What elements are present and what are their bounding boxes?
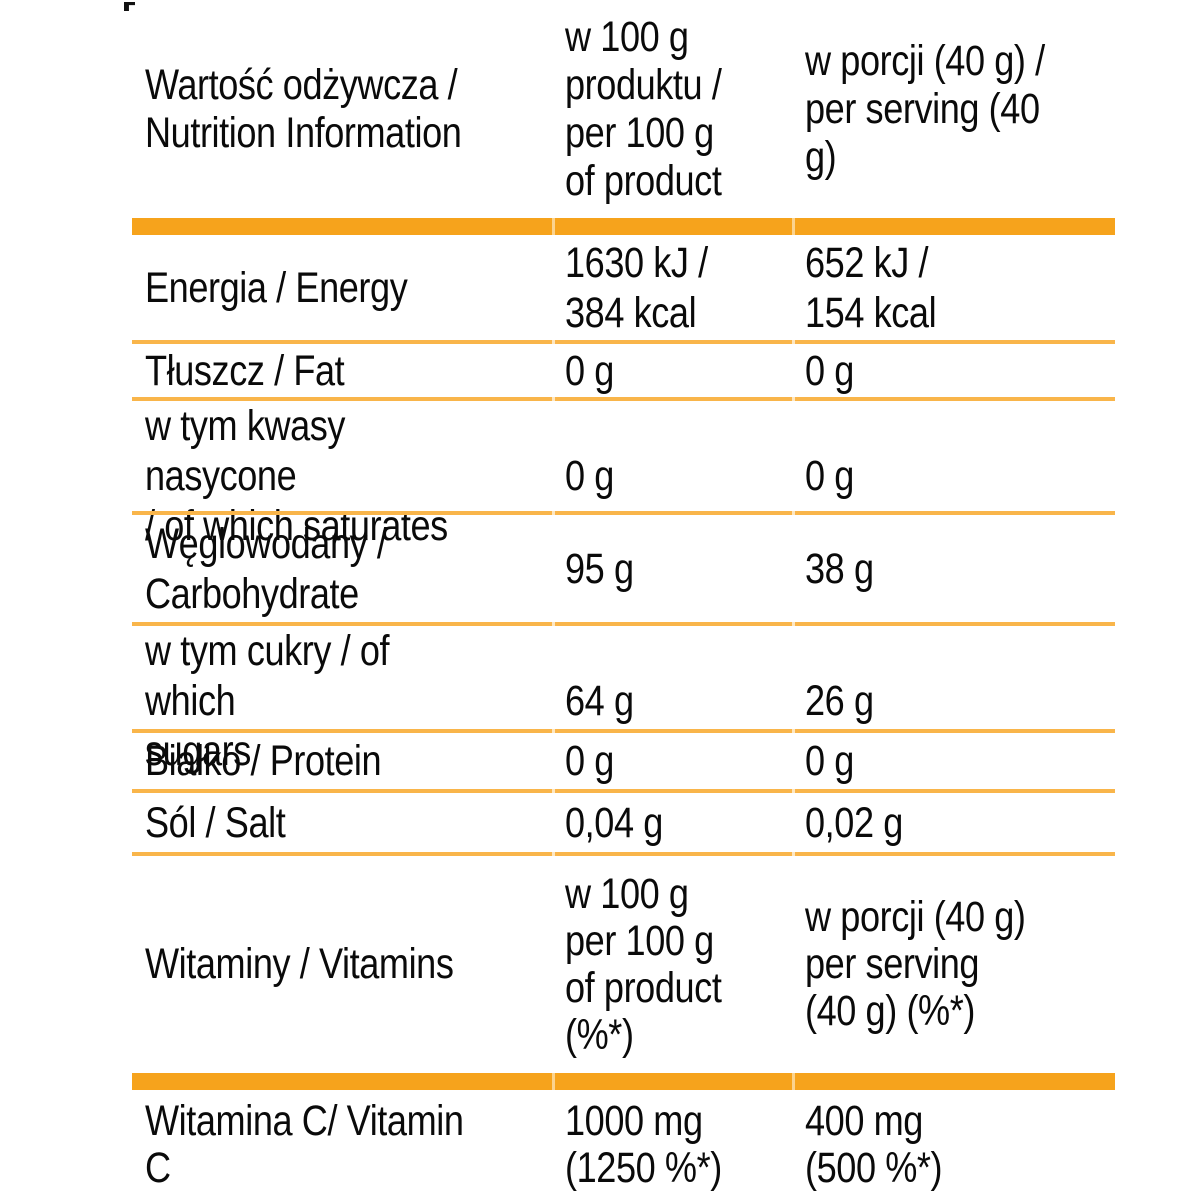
row-divider [132,789,1115,793]
table-row-salt: Sól / Salt 0,04 g 0,02 g [132,793,1115,852]
value-per-serving: 26 g [792,626,1115,776]
row-divider [132,397,1115,401]
column-divider-tick [792,340,795,344]
value-per-serving-text: 652 kJ / 154 kcal [805,238,937,337]
column-divider-tick [792,397,795,401]
header-per-100g: w 100 g produktu / per 100 g of product [552,0,792,218]
value-per-serving: 652 kJ / 154 kcal [792,235,1115,340]
value-per-100g-text: 1000 mg (1250 %*) [565,1097,722,1192]
row-divider [132,340,1115,344]
table-row-energy: Energia / Energy 1630 kJ / 384 kcal 652 … [132,235,1115,340]
value-per-100g: 1000 mg (1250 %*) [552,1090,792,1200]
value-per-serving: w porcji (40 g) per serving (40 g) (%*) [792,856,1115,1073]
header-per-100g-text: w 100 g produktu / per 100 g of product [565,13,722,205]
column-divider-tick [792,511,795,515]
header-per-serving: w porcji (40 g) / per serving (40 g) [792,0,1115,218]
column-divider-tick [552,397,555,401]
column-divider-tick [792,852,795,856]
value-per-100g-text: 0,04 g [565,798,663,847]
row-label: Sól / Salt [132,793,552,852]
row-label-text: w tym cukry / of which sugars [145,627,390,775]
column-divider-tick [552,789,555,793]
row-label-text: Tłuszcz / Fat [145,346,345,395]
row-label: Białko / Protein [132,733,552,789]
value-per-100g-text: 1630 kJ / 384 kcal [565,238,708,337]
table-row-saturates: w tym kwasy nasycone / of which saturate… [132,401,1115,550]
value-per-serving: 0 g [792,401,1115,551]
value-per-serving: 400 mg (500 %*) [792,1090,1115,1200]
row-divider [132,852,1115,856]
column-divider-tick [792,1073,795,1090]
nutrition-table: Wartość odżywcza / Nutrition Information… [132,0,1115,1200]
column-divider-tick [552,340,555,344]
value-per-serving: 0 g [792,344,1115,397]
table-row-vitamins-header: Witaminy / Vitamins w 100 g per 100 g of… [132,856,1115,1073]
value-per-100g: 0 g [552,733,792,789]
value-per-100g: 64 g [552,626,792,776]
table-row-vitamin-c: Witamina C/ Vitamin C 1000 mg (1250 %*) … [132,1090,1115,1200]
column-divider-tick [792,789,795,793]
value-per-serving-text: 400 mg (500 %*) [805,1097,943,1192]
row-divider [132,622,1115,626]
column-divider-tick [552,622,555,626]
value-per-100g-text: 0 g [565,346,614,395]
row-label-text: Energia / Energy [145,263,408,312]
column-divider-tick [792,218,795,235]
row-divider [132,729,1115,733]
value-per-100g-text: 0 g [565,452,614,500]
value-per-100g-text: 0 g [565,737,614,785]
value-per-serving-text: 26 g [805,677,874,725]
table-header-row: Wartość odżywcza / Nutrition Information… [132,0,1115,218]
row-label-text: w tym kwasy nasycone / of which saturate… [145,402,448,550]
row-label: Tłuszcz / Fat [132,344,552,397]
value-per-100g: 1630 kJ / 384 kcal [552,235,792,340]
table-row-fat: Tłuszcz / Fat 0 g 0 g [132,344,1115,397]
column-divider-tick [552,852,555,856]
value-per-100g: w 100 g per 100 g of product (%*) [552,856,792,1073]
value-per-serving-text: 38 g [805,544,874,593]
column-divider-tick [552,1073,555,1090]
value-per-serving: 38 g [792,515,1115,622]
value-per-serving-text: 0 g [805,452,854,500]
header-per-serving-text: w porcji (40 g) / per serving (40 g) [805,37,1045,181]
row-label-text: Witamina C/ Vitamin C [145,1097,464,1192]
row-label: Witaminy / Vitamins [132,856,552,1073]
row-label-text: Witaminy / Vitamins [145,940,454,988]
value-per-100g: 95 g [552,515,792,622]
value-per-serving-text: 0,02 g [805,798,903,847]
table-row-protein: Białko / Protein 0 g 0 g [132,733,1115,789]
row-label-text: Węglowodany / Carbohydrate [145,519,387,618]
value-per-100g-text: 64 g [565,677,634,725]
column-divider-tick [792,622,795,626]
row-label: Witamina C/ Vitamin C [132,1090,552,1200]
row-label: w tym cukry / of which sugars [132,626,552,776]
column-divider-tick [552,511,555,515]
header-nutrition-information-text: Wartość odżywcza / Nutrition Information [145,61,462,157]
column-divider-tick [792,729,795,733]
header-nutrition-information: Wartość odżywcza / Nutrition Information [132,0,552,218]
value-per-serving: 0 g [792,733,1115,789]
table-row-carbohydrate: Węglowodany / Carbohydrate 95 g 38 g [132,515,1115,622]
column-divider-tick [552,729,555,733]
table-row-sugars: w tym cukry / of which sugars 64 g 26 g [132,626,1115,775]
row-label-text: Sól / Salt [145,798,286,847]
row-label: Energia / Energy [132,235,552,340]
value-per-serving-text: 0 g [805,737,854,785]
value-per-serving: 0,02 g [792,793,1115,852]
row-label-text: Białko / Protein [145,737,382,785]
separator-bar [132,1073,1115,1090]
separator-bar [132,218,1115,235]
value-per-100g: 0 g [552,401,792,551]
value-per-100g-text: 95 g [565,544,634,593]
value-per-serving-text: w porcji (40 g) per serving (40 g) (%*) [805,893,1026,1035]
row-label: Węglowodany / Carbohydrate [132,515,552,622]
value-per-100g: 0 g [552,344,792,397]
row-label: w tym kwasy nasycone / of which saturate… [132,401,552,551]
value-per-serving-text: 0 g [805,346,854,395]
value-per-100g-text: w 100 g per 100 g of product (%*) [565,869,722,1059]
row-divider [132,511,1115,515]
value-per-100g: 0,04 g [552,793,792,852]
column-divider-tick [552,218,555,235]
